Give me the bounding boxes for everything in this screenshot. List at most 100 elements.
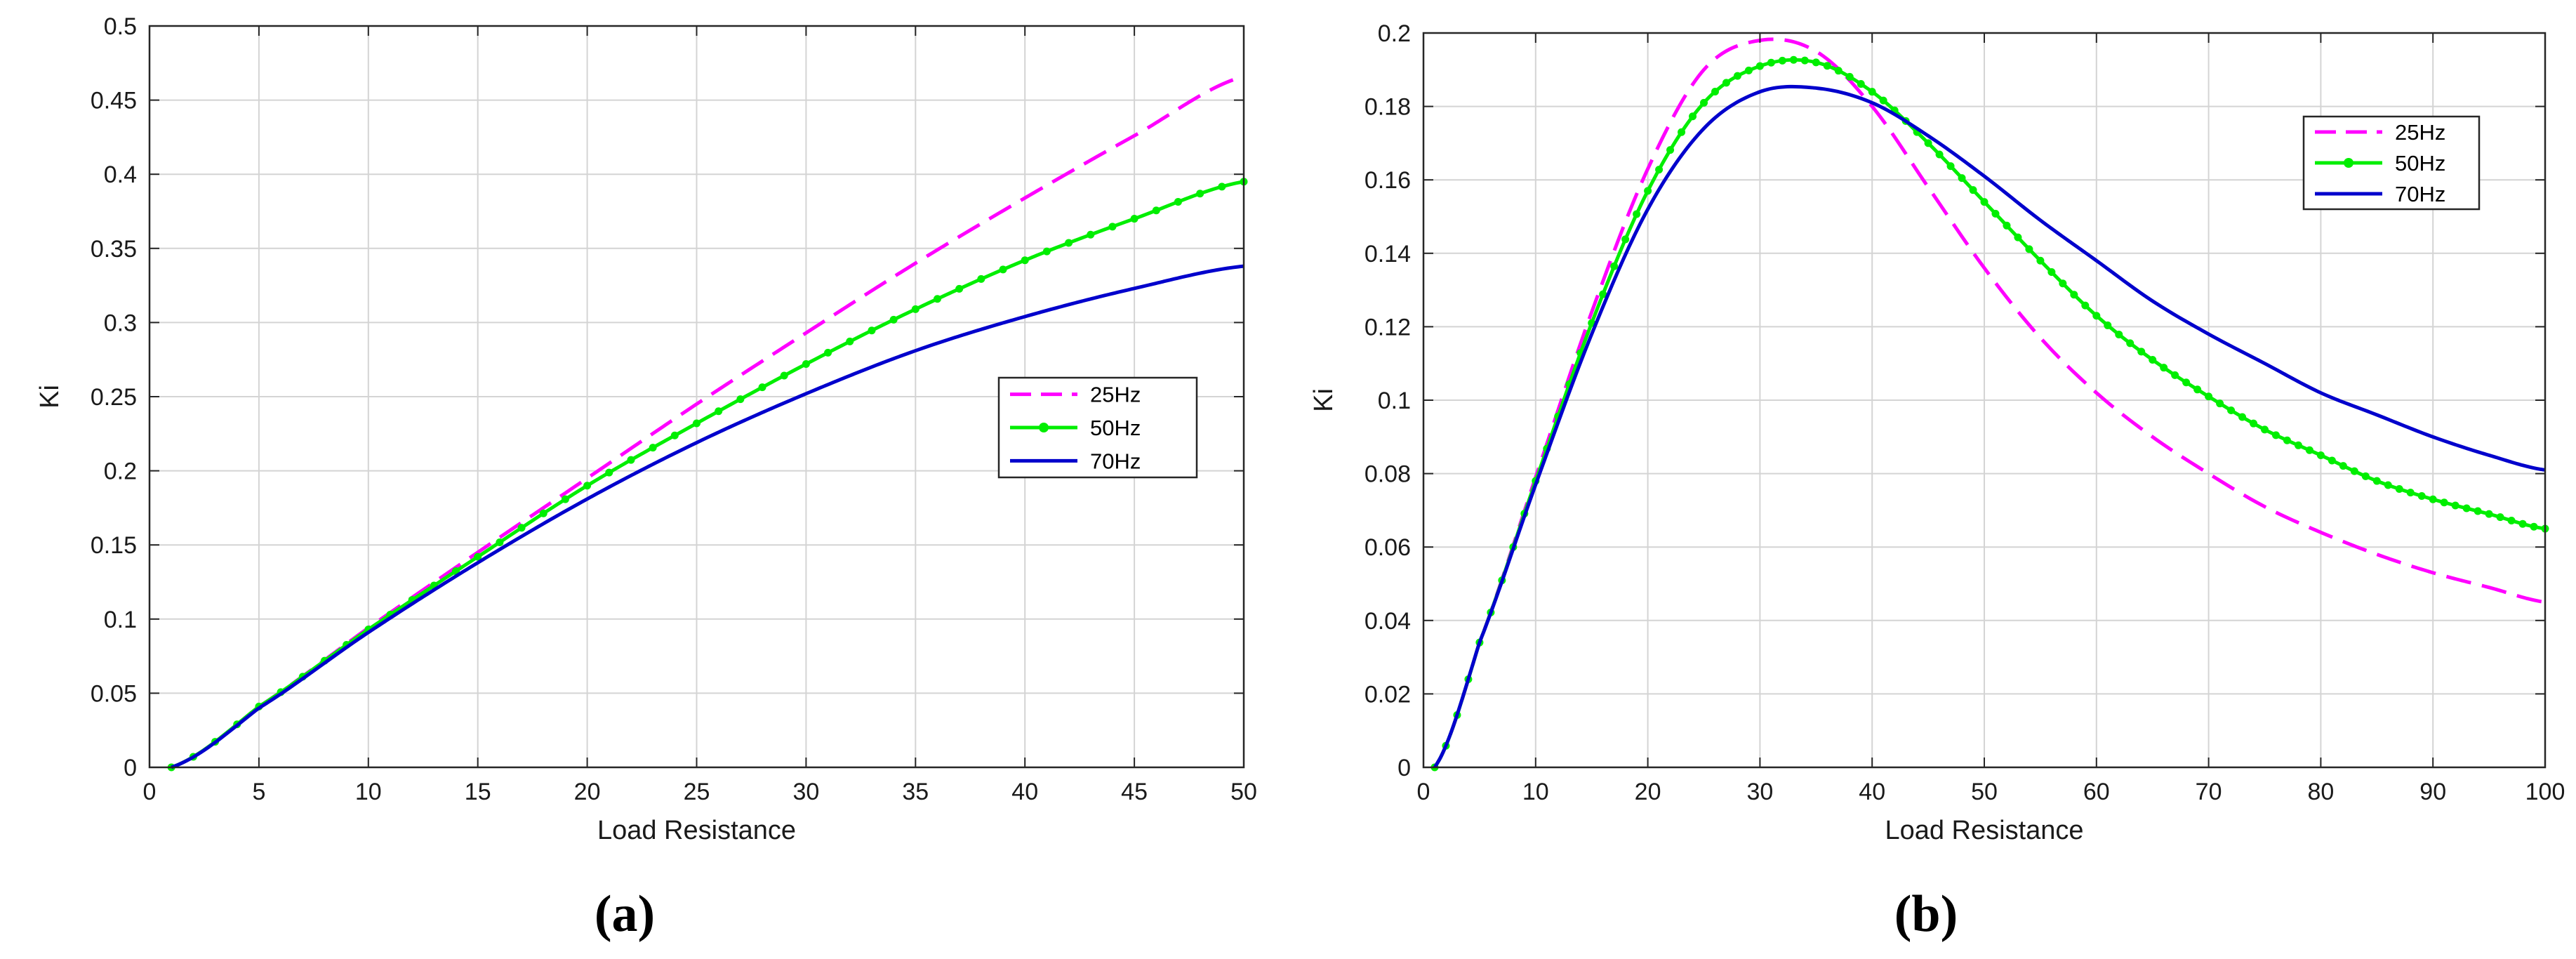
data-point (2507, 517, 2516, 525)
data-point (1152, 206, 1160, 215)
data-point (1711, 87, 1719, 95)
data-point (1868, 88, 1876, 96)
series-line-50Hz (1433, 58, 2546, 769)
y-tick-label: 0.5 (104, 13, 137, 40)
data-point (2372, 477, 2381, 485)
data-point (824, 348, 832, 357)
data-point (561, 495, 569, 503)
data-point (1621, 235, 1630, 244)
series-line-25Hz (1433, 37, 2546, 769)
y-tick-label: 0.02 (1365, 681, 1411, 708)
legend-marker (1039, 423, 1049, 432)
data-point (715, 407, 723, 416)
y-axis-label: Ki (35, 385, 65, 409)
series-line-70Hz (1433, 84, 2546, 769)
y-tick-label: 0.3 (104, 310, 137, 336)
data-point (2160, 364, 2168, 372)
data-point (2474, 507, 2482, 515)
legend-label: 70Hz (2395, 182, 2445, 206)
data-point (1108, 223, 1117, 231)
data-point (2294, 441, 2302, 449)
data-point (1991, 209, 2000, 218)
data-point (1857, 80, 1865, 88)
x-tick-label: 30 (792, 779, 819, 805)
data-point (1042, 247, 1051, 256)
legend-label: 50Hz (1090, 416, 1141, 440)
y-tick-label: 0.25 (91, 384, 137, 411)
legend-item-70Hz: 70Hz (2315, 182, 2445, 206)
data-point (2003, 221, 2011, 230)
data-point (496, 538, 504, 546)
data-point (2350, 467, 2358, 475)
data-point (1744, 66, 1753, 74)
legend: 25Hz 50Hz 70Hz (997, 376, 1198, 479)
data-point (2440, 498, 2448, 507)
data-point (1924, 139, 1932, 147)
data-point (1689, 112, 1697, 121)
tick-labels: 0 10 20 30 40 50 60 70 80 90 100 0 0.02 0.04 0.06 0.08 0… (1365, 20, 2565, 805)
data-point (627, 456, 635, 464)
x-tick-label: 0 (143, 779, 157, 805)
data-point (2104, 321, 2112, 329)
data-point (2361, 472, 2370, 480)
data-point (517, 524, 526, 532)
data-point (583, 482, 592, 490)
data-point (2059, 279, 2067, 288)
x-tick-label: 5 (252, 779, 265, 805)
data-point (693, 419, 701, 428)
y-tick-label: 0.05 (91, 680, 137, 707)
data-point (1174, 197, 1182, 206)
data-point (1218, 183, 1226, 191)
y-tick-label: 0.06 (1365, 534, 1411, 561)
data-point (1767, 58, 1775, 67)
data-point (1823, 62, 1831, 70)
data-point (2149, 355, 2157, 364)
data-point (1935, 150, 1944, 159)
data-point (2216, 399, 2224, 408)
legend-item-25Hz: 25Hz (1010, 383, 1141, 407)
data-point (1610, 262, 1619, 270)
data-point (846, 337, 854, 345)
y-tick-label: 0.2 (104, 458, 137, 485)
y-tick-label: 0.14 (1365, 241, 1411, 267)
x-tick-label: 90 (2419, 779, 2446, 805)
x-axis-label: Load Resistance (1885, 816, 2083, 845)
x-tick-label: 80 (2307, 779, 2334, 805)
data-point (1845, 72, 1854, 81)
chart-a: 0 5 10 15 20 25 30 35 40 45 50 0 0.05 0.1 0.15 0.2 0.25 0… (35, 13, 1257, 943)
data-point (2070, 291, 2078, 299)
data-point (955, 284, 964, 293)
data-point (2250, 419, 2258, 428)
data-point (2518, 520, 2527, 528)
series-group (167, 74, 1248, 772)
data-point (2406, 489, 2415, 497)
panel-label: (b) (1894, 885, 1958, 943)
x-tick-label: 50 (1230, 779, 1257, 805)
y-tick-label: 0.45 (91, 88, 137, 114)
data-point (2227, 406, 2236, 414)
data-point (999, 265, 1007, 274)
data-point (933, 295, 941, 303)
data-point (2384, 481, 2392, 489)
data-point (1722, 79, 1730, 87)
data-point (2205, 392, 2213, 401)
data-point (1196, 190, 1204, 198)
data-point (2137, 348, 2146, 356)
chart-b: 0 10 20 30 40 50 60 70 80 90 100 0 0.02 0.04 0.06 0.08 0… (1309, 20, 2565, 943)
y-axis-label: Ki (1309, 388, 1339, 412)
y-tick-label: 0.1 (104, 607, 137, 633)
data-point (2182, 378, 2191, 387)
data-point (868, 326, 876, 335)
data-point (2115, 330, 2123, 338)
y-tick-label: 0.1 (1378, 388, 1411, 414)
data-point (2025, 245, 2033, 253)
panel-label: (a) (595, 885, 655, 943)
x-tick-label: 15 (465, 779, 491, 805)
y-tick-label: 0.12 (1365, 314, 1411, 340)
x-tick-label: 20 (1635, 779, 1661, 805)
y-tick-label: 0 (1397, 755, 1411, 781)
legend-item-70Hz: 70Hz (1010, 449, 1141, 473)
data-point (1834, 67, 1843, 75)
data-point (2462, 504, 2471, 512)
